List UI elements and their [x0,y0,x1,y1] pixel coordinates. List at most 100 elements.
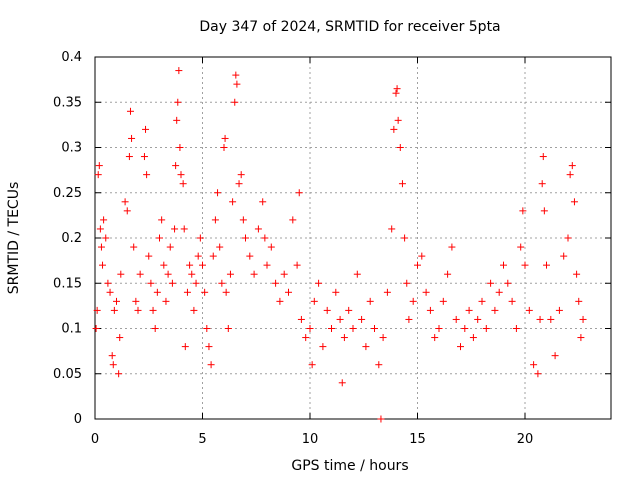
data-point [371,325,378,332]
data-point [126,107,134,115]
data-point [465,306,473,314]
data-point [538,180,546,188]
data-point [104,279,112,287]
data-point [332,288,340,296]
data-point [426,306,434,314]
data-point [201,288,209,296]
data-point [293,261,301,269]
data-point [392,89,400,97]
data-point [323,306,331,314]
y-axis-label: SRMTID / TECUs [6,182,22,295]
data-point [128,134,136,142]
data-point [171,225,179,233]
data-point [435,325,443,332]
data-point [239,216,247,224]
data-point [338,379,346,387]
data-point [95,162,103,170]
data-point [188,270,196,278]
data-point [560,252,568,260]
data-point [276,297,284,305]
data-point [205,343,213,351]
data-point [168,279,176,287]
x-tick-label: 10 [302,432,319,447]
data-point [487,279,495,287]
data-point [566,171,574,179]
x-tick-label: 0 [91,432,99,447]
data-point [340,334,348,342]
axis-ticks: 0 0.05 0.1 0.15 0.2 0.25 0.3 0.35 0.4 0 5 10 15 20 [53,50,611,447]
data-point [160,261,168,269]
y-tick-label: 0.1 [61,322,82,337]
data-point [181,343,189,351]
data-point [521,261,529,269]
data-point [398,180,406,188]
data-point [261,234,269,242]
data-point [272,279,280,287]
data-point [396,144,404,151]
data-point [196,234,204,242]
data-point [289,216,297,224]
data-point [422,288,430,296]
data-point [109,361,117,369]
data-point [158,216,166,224]
data-point [100,216,108,224]
data-point [216,243,224,251]
data-point [457,343,464,351]
data-point [175,67,183,75]
y-tick-label: 0.15 [53,276,82,291]
data-point [121,198,129,206]
data-point [222,288,230,296]
data-point [534,370,542,378]
data-point [246,252,254,260]
data-point [530,361,538,369]
data-point [151,325,159,332]
data-point [134,306,142,314]
data-point [176,144,184,151]
data-point [508,297,516,305]
data-point [519,207,527,215]
data-point [136,270,144,278]
data-point [308,361,316,369]
data-point [220,144,228,151]
data-point [108,352,116,360]
data-point [156,234,163,242]
data-point [579,315,587,323]
data-point [536,315,544,323]
data-point [383,288,391,296]
data-point [349,325,357,332]
data-point [102,234,110,242]
data-point [115,370,123,378]
x-tick-label: 15 [409,432,426,447]
data-point [551,352,559,360]
data-point [162,297,170,305]
data-point [259,198,267,206]
y-tick-label: 0.3 [61,141,82,156]
data-point [192,279,200,287]
data-point [221,134,229,142]
data-point [405,315,413,323]
data-point [568,162,576,170]
data-point [315,279,323,287]
data-point [179,180,187,188]
data-point [414,261,421,269]
data-point [209,252,217,260]
data-point [403,279,411,287]
data-point [174,98,182,106]
data-point [306,325,314,332]
data-point [224,325,232,332]
data-point [218,279,226,287]
data-point [267,243,275,251]
data-point [263,261,271,269]
data-point [375,361,383,369]
data-point [431,334,439,342]
data-point [130,243,138,251]
y-tick-label: 0.4 [61,50,82,65]
data-point [140,153,148,161]
data-point [94,171,102,179]
data-point [452,315,460,323]
data-point [173,116,181,124]
data-point [353,270,361,278]
data-point [478,297,486,305]
data-point [358,315,366,323]
data-point [377,415,385,423]
